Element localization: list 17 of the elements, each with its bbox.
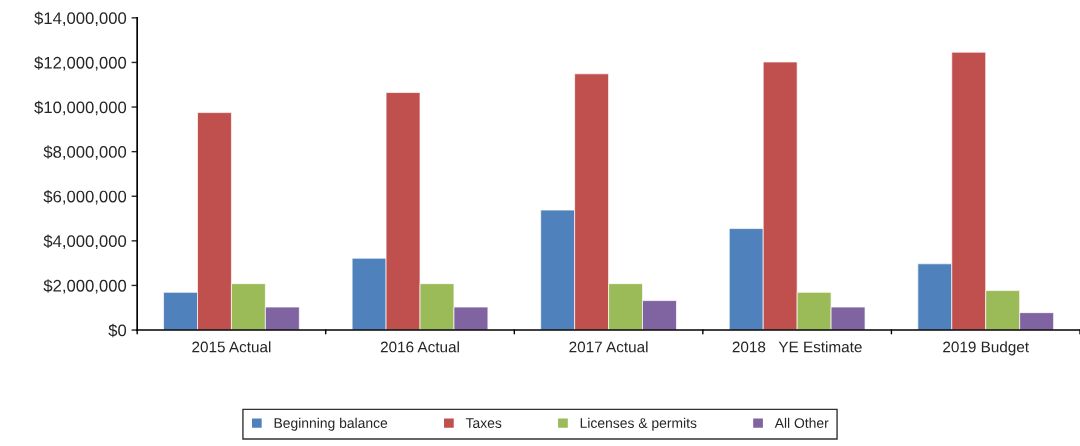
x-tick-label: 2015 Actual bbox=[192, 341, 271, 353]
y-tick-label: $8,000,000 bbox=[43, 145, 127, 160]
y-tick-label: $0 bbox=[108, 323, 127, 338]
y-tick-label: $2,000,000 bbox=[43, 279, 127, 294]
y-tick-label: $4,000,000 bbox=[43, 234, 127, 250]
x-tick-label: 2018 YE Estimate bbox=[732, 341, 862, 353]
y-tick-label: $14,000,000 bbox=[34, 11, 127, 27]
legend-label: Taxes bbox=[465, 418, 502, 428]
legend-label: Licenses & permits bbox=[580, 417, 697, 431]
x-tick-label: 2016 Actual bbox=[380, 341, 459, 353]
x-tick-label: 2019 Budget bbox=[943, 341, 1029, 356]
y-tick-label: $6,000,000 bbox=[43, 189, 127, 205]
legend-label: Beginning balance bbox=[274, 417, 388, 431]
y-tick-label: $12,000,000 bbox=[34, 56, 127, 71]
y-tick-label: $10,000,000 bbox=[34, 100, 127, 116]
legend-label: All Other bbox=[774, 417, 829, 428]
x-tick-label: 2017 Actual bbox=[569, 341, 648, 353]
